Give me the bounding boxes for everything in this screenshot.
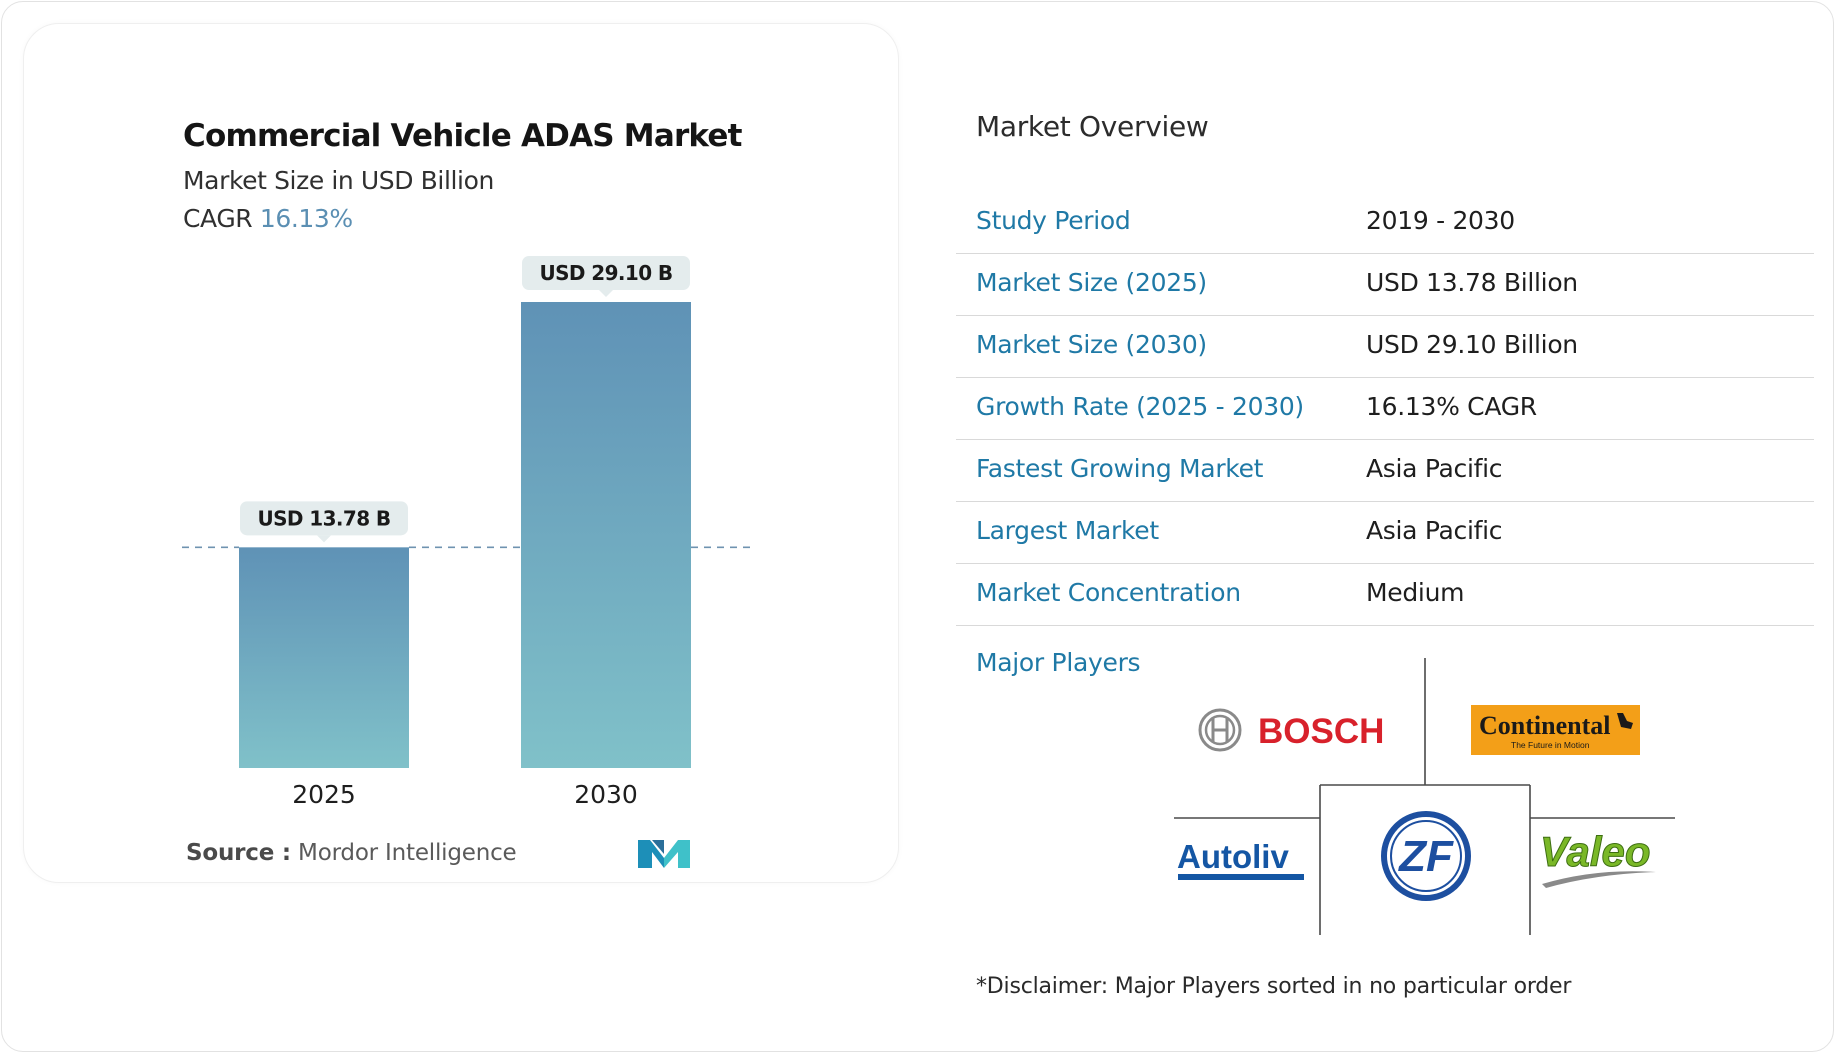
overview-row: Market Size (2025) USD 13.78 Billion: [956, 254, 1814, 316]
mordor-intelligence-logo-icon: [638, 840, 690, 868]
bosch-logo-text: BOSCH: [1258, 712, 1384, 751]
overview-row: Growth Rate (2025 - 2030) 16.13% CAGR: [956, 378, 1814, 440]
value-callout: [522, 256, 690, 290]
overview-row-value: USD 29.10 Billion: [1366, 330, 1578, 359]
overview-row-label: Largest Market: [976, 516, 1159, 545]
source-line: Source : Mordor Intelligence: [186, 840, 517, 866]
disclaimer: *Disclaimer: Major Players sorted in no …: [976, 974, 1572, 999]
bar-2025: [239, 547, 409, 768]
callout-pointer: [317, 535, 331, 543]
cagr-line: CAGR 16.13%: [183, 204, 353, 233]
data-label: USD 13.78 B: [257, 506, 390, 530]
overview-row-value: Asia Pacific: [1366, 454, 1503, 483]
overview-row-value: Medium: [1366, 578, 1465, 607]
continental-logo-text: Continental: [1479, 711, 1610, 740]
cagr-label: CAGR: [183, 204, 253, 233]
overview-row-label: Study Period: [976, 206, 1131, 235]
overview-row-value: 2019 - 2030: [1366, 206, 1515, 235]
zf-logo: ZF: [1381, 811, 1471, 901]
overview-row: Largest Market Asia Pacific: [956, 502, 1814, 564]
overview-row-value: 16.13% CAGR: [1366, 392, 1537, 421]
chart-card: [23, 23, 899, 883]
overview-row: Fastest Growing Market Asia Pacific: [956, 440, 1814, 502]
overview-table: Study Period 2019 - 2030 Market Size (20…: [956, 192, 1814, 626]
zf-logo-text: ZF: [1397, 832, 1454, 881]
callout-pointer: [599, 290, 613, 297]
overview-row-label: Market Concentration: [976, 578, 1241, 607]
x-tick-label: 2030: [574, 780, 638, 809]
bar-2030: [521, 302, 691, 768]
overview-row-label: Fastest Growing Market: [976, 454, 1264, 483]
overview-row-label: Growth Rate (2025 - 2030): [976, 392, 1304, 421]
bosch-logo: BOSCH: [1198, 708, 1384, 752]
overview-row: Market Size (2030) USD 29.10 Billion: [956, 316, 1814, 378]
continental-logo: Continental The Future in Motion: [1471, 705, 1640, 755]
x-tick-label: 2025: [292, 780, 356, 809]
data-label: USD 29.10 B: [539, 261, 672, 285]
overview-row-label: Market Size (2030): [976, 330, 1207, 359]
overview-row-value: USD 13.78 Billion: [1366, 268, 1578, 297]
overview-row-value: Asia Pacific: [1366, 516, 1503, 545]
autoliv-logo-text: Autoliv: [1177, 838, 1289, 875]
continental-tagline: The Future in Motion: [1511, 740, 1590, 750]
overview-title: Market Overview: [976, 110, 1209, 143]
valeo-logo-text: Valeo: [1540, 828, 1651, 875]
source-label: Source :: [186, 840, 291, 866]
autoliv-logo: Autoliv: [1177, 838, 1304, 880]
cagr-value: 16.13%: [259, 204, 353, 233]
chart-subtitle: Market Size in USD Billion: [183, 166, 494, 195]
overview-row-label: Market Size (2025): [976, 268, 1207, 297]
valeo-logo: Valeo: [1540, 828, 1656, 888]
overview-row: Market Concentration Medium: [956, 564, 1814, 626]
source-text: Mordor Intelligence: [298, 840, 517, 866]
major-players-title: Major Players: [976, 648, 1141, 677]
overview-row: Study Period 2019 - 2030: [956, 192, 1814, 254]
chart-title: Commercial Vehicle ADAS Market: [183, 118, 742, 154]
value-callout: [240, 501, 408, 536]
